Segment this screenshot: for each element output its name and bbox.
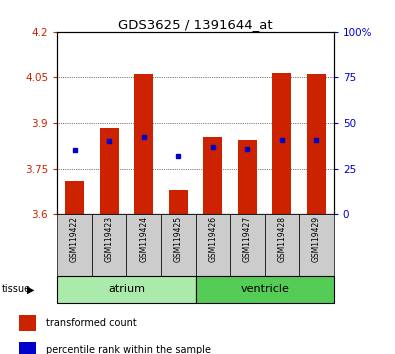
Bar (299, 214, 334, 276)
Bar (203, 137, 222, 214)
Text: GSM119429: GSM119429 (312, 216, 321, 262)
Text: GSM119426: GSM119426 (208, 216, 217, 262)
Bar (134, 74, 153, 214)
Bar (273, 73, 292, 214)
Text: GSM119423: GSM119423 (105, 216, 114, 262)
Text: GSM119422: GSM119422 (70, 216, 79, 262)
Bar (126, 214, 161, 276)
Bar (307, 74, 326, 214)
Bar (57, 214, 92, 276)
Text: GSM119427: GSM119427 (243, 216, 252, 262)
Bar (265, 214, 299, 276)
Title: GDS3625 / 1391644_at: GDS3625 / 1391644_at (118, 18, 273, 31)
Bar (169, 190, 188, 214)
Bar (65, 181, 84, 214)
Text: GSM119425: GSM119425 (174, 216, 183, 262)
Bar (196, 276, 334, 303)
Text: GSM119428: GSM119428 (277, 216, 286, 262)
Text: tissue: tissue (2, 284, 31, 295)
Bar (100, 127, 118, 214)
Text: ventricle: ventricle (240, 284, 289, 295)
Bar (230, 214, 265, 276)
Text: ▶: ▶ (27, 284, 34, 295)
Text: atrium: atrium (108, 284, 145, 295)
Bar (57, 276, 196, 303)
Bar (19, 315, 36, 331)
Text: transformed count: transformed count (46, 318, 137, 328)
Bar (238, 140, 257, 214)
Text: GSM119424: GSM119424 (139, 216, 148, 262)
Text: percentile rank within the sample: percentile rank within the sample (46, 345, 211, 354)
Bar (196, 214, 230, 276)
Bar (92, 214, 126, 276)
Bar (161, 214, 196, 276)
Bar (19, 342, 36, 354)
